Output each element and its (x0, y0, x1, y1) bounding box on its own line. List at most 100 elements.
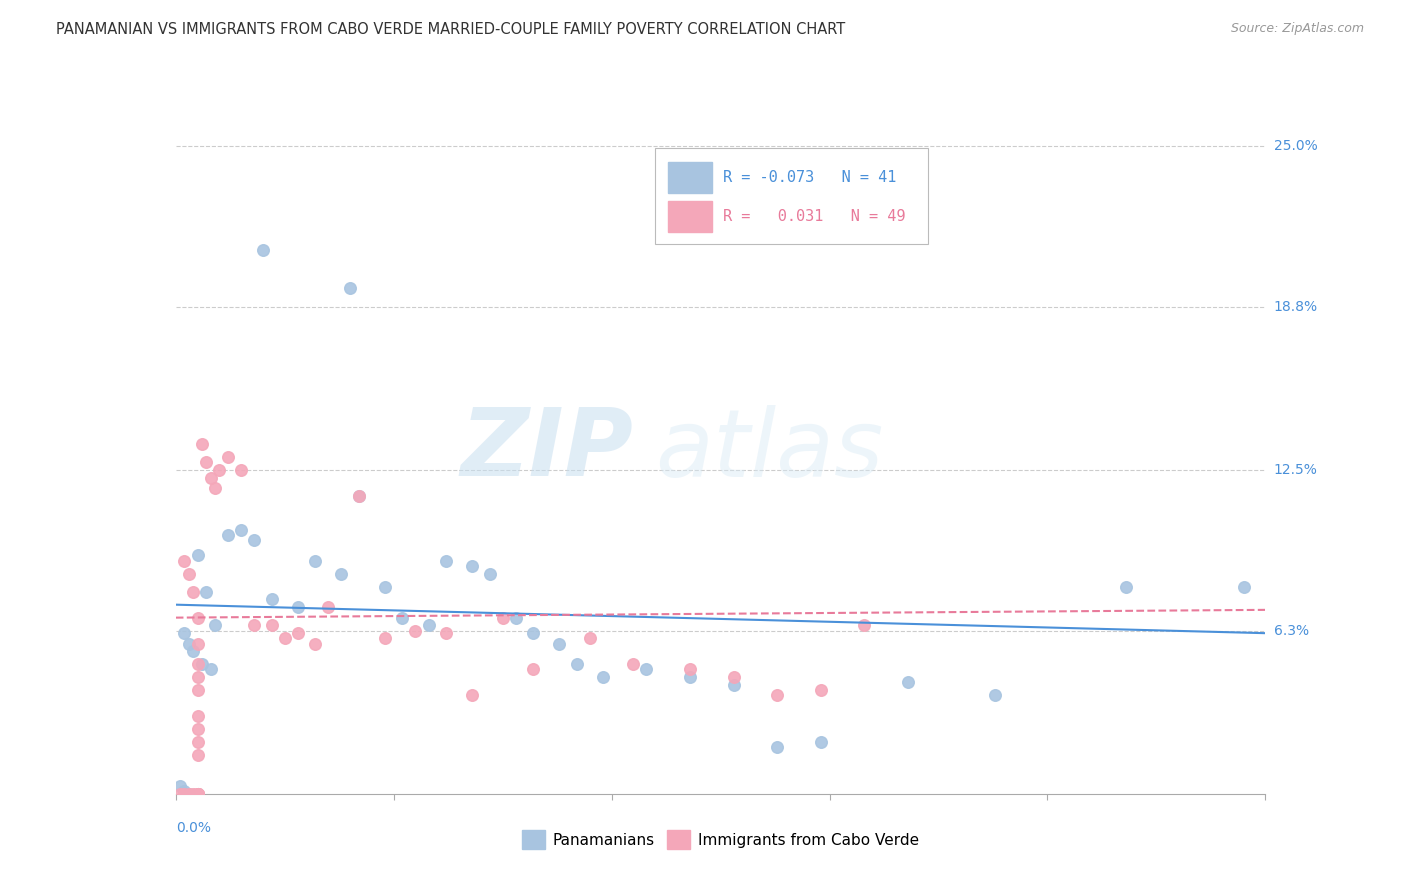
Point (548, 636, 571, 650)
Point (274, 632, 297, 646)
Point (522, 663, 544, 677)
Point (766, 740, 789, 755)
Point (1232, 580, 1256, 594)
Point (522, 626, 544, 640)
Legend: Panamanians, Immigrants from Cabo Verde: Panamanians, Immigrants from Cabo Verde (516, 824, 925, 855)
Point (186, 657, 209, 672)
Point (231, 463, 253, 477)
Point (636, 663, 658, 677)
Text: ZIP: ZIP (461, 404, 633, 497)
Point (810, 683, 832, 698)
Point (186, 735, 209, 749)
Point (173, 626, 195, 640)
Point (195, 455, 218, 469)
Point (984, 689, 1007, 703)
Point (186, 683, 209, 698)
Point (177, 566, 200, 581)
Point (186, 787, 209, 801)
Point (853, 618, 876, 632)
Point (287, 626, 309, 640)
FancyBboxPatch shape (655, 148, 928, 244)
Point (204, 618, 226, 632)
Point (374, 580, 396, 594)
Text: 6.3%: 6.3% (1274, 624, 1309, 638)
Point (679, 663, 702, 677)
Point (318, 600, 340, 615)
Point (186, 709, 209, 723)
Text: 18.8%: 18.8% (1274, 300, 1317, 314)
Point (505, 610, 527, 624)
Point (169, 787, 191, 801)
Point (181, 787, 204, 801)
Point (191, 437, 214, 451)
Point (347, 489, 370, 503)
Text: 12.5%: 12.5% (1274, 463, 1317, 477)
Point (186, 549, 209, 563)
Point (461, 689, 484, 703)
Point (287, 600, 309, 615)
Point (592, 670, 614, 684)
Point (304, 636, 326, 650)
Text: Source: ZipAtlas.com: Source: ZipAtlas.com (1230, 22, 1364, 36)
Point (177, 636, 200, 650)
Point (186, 787, 209, 801)
Point (186, 610, 209, 624)
Point (169, 779, 191, 793)
Point (186, 636, 209, 650)
Point (243, 533, 266, 547)
Point (434, 626, 457, 640)
Point (177, 787, 200, 801)
Point (181, 644, 204, 658)
Point (330, 566, 353, 581)
Point (723, 678, 745, 692)
Point (186, 787, 209, 801)
Point (191, 657, 214, 672)
Point (200, 471, 222, 485)
Point (173, 553, 195, 567)
Point (186, 670, 209, 684)
FancyBboxPatch shape (668, 162, 711, 193)
Point (374, 632, 396, 646)
Text: PANAMANIAN VS IMMIGRANTS FROM CABO VERDE MARRIED-COUPLE FAMILY POVERTY CORRELATI: PANAMANIAN VS IMMIGRANTS FROM CABO VERDE… (56, 22, 845, 37)
Point (243, 618, 266, 632)
Point (186, 787, 209, 801)
Point (766, 689, 789, 703)
Point (177, 787, 200, 801)
Point (173, 787, 195, 801)
Point (186, 787, 209, 801)
Point (231, 523, 253, 537)
Point (208, 463, 231, 477)
Point (217, 450, 239, 464)
Point (621, 657, 644, 672)
Point (565, 657, 588, 672)
Point (405, 624, 427, 638)
Point (434, 553, 457, 567)
Text: R = -0.073   N = 41: R = -0.073 N = 41 (723, 169, 896, 185)
Point (339, 281, 361, 295)
Point (204, 481, 226, 495)
Text: 25.0%: 25.0% (1274, 139, 1317, 153)
Point (200, 663, 222, 677)
Point (579, 632, 602, 646)
Point (461, 558, 484, 573)
Point (260, 592, 283, 607)
Point (1115, 580, 1137, 594)
Point (186, 747, 209, 762)
Point (723, 670, 745, 684)
Text: R =   0.031   N = 49: R = 0.031 N = 49 (723, 210, 905, 225)
Point (186, 722, 209, 736)
Text: 0.0%: 0.0% (176, 822, 211, 835)
Point (347, 489, 370, 503)
Point (304, 553, 326, 567)
Point (195, 584, 218, 599)
Point (217, 527, 239, 541)
Point (418, 618, 440, 632)
Point (391, 610, 413, 624)
Text: atlas: atlas (655, 405, 883, 496)
Point (173, 784, 195, 798)
Point (260, 618, 283, 632)
Point (181, 584, 204, 599)
Point (810, 735, 832, 749)
Point (492, 610, 515, 624)
Point (478, 566, 501, 581)
